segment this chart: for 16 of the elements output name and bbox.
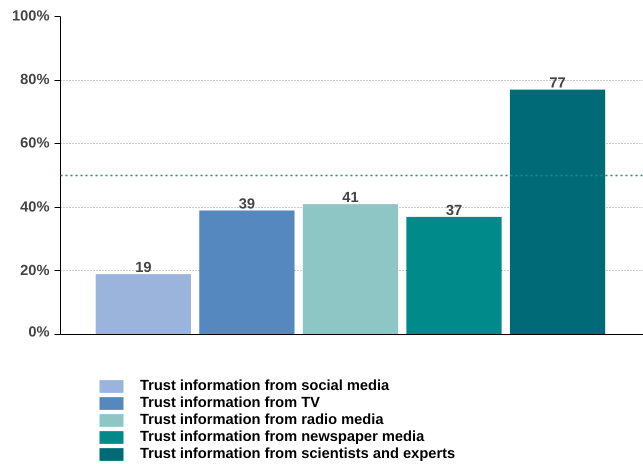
y-tick-label: 0%: [28, 324, 50, 340]
legend-label: Trust information from radio media: [140, 412, 384, 428]
data-label: 39: [238, 196, 256, 212]
y-tick-label: 80%: [20, 72, 50, 88]
y-tick-label: 60%: [20, 136, 50, 152]
legend-label: Trust information from newspaper media: [140, 429, 424, 445]
legend-label: Trust information from social media: [140, 378, 390, 394]
y-tick-label: 100%: [12, 8, 50, 24]
legend-label: Trust information from TV: [140, 395, 320, 411]
data-label: 19: [135, 260, 152, 276]
data-label: 41: [342, 190, 359, 206]
y-tick-label: 40%: [20, 199, 50, 216]
y-tick-label: 20%: [20, 262, 50, 279]
data-label: 77: [549, 76, 566, 92]
legend-label: Trust information from scientists and experts: [140, 446, 456, 462]
data-label: 37: [446, 202, 462, 219]
